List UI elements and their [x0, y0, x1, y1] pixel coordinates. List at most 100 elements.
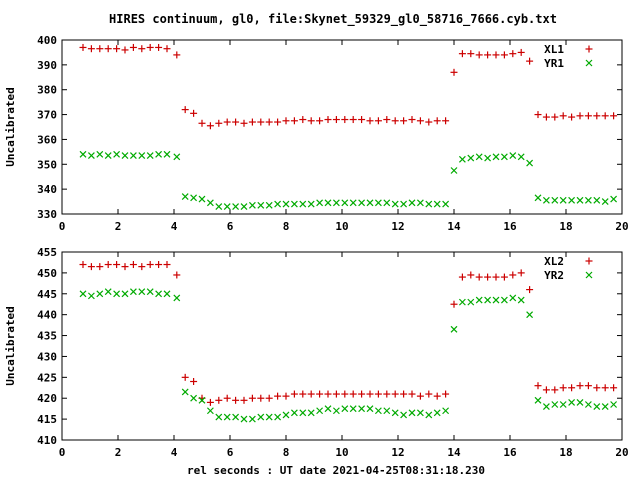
data-point: [341, 390, 349, 398]
y-tick-label: 350: [37, 158, 57, 171]
data-point: [610, 112, 618, 120]
data-point: [458, 50, 466, 58]
data-point: [129, 152, 137, 160]
x-tick-label: 4: [171, 446, 178, 459]
x-tick-label: 20: [615, 220, 628, 233]
data-point: [610, 195, 618, 203]
data-point: [374, 390, 382, 398]
data-point: [542, 196, 550, 204]
data-point: [282, 200, 290, 208]
x-tick-label: 10: [335, 446, 348, 459]
y-tick-label: 340: [37, 183, 57, 196]
data-point: [129, 43, 137, 51]
data-point: [190, 378, 198, 386]
data-point: [173, 271, 181, 279]
data-point: [492, 51, 500, 59]
data-point: [282, 392, 290, 400]
data-point: [551, 196, 559, 204]
data-point: [475, 153, 483, 161]
data-point: [248, 394, 256, 402]
y-tick-label: 435: [37, 330, 57, 343]
data-point: [349, 390, 357, 398]
data-point: [400, 117, 408, 125]
data-point: [332, 390, 340, 398]
x-tick-label: 6: [227, 446, 234, 459]
bottom-panel: 0 2 4 6 8 10 12 14 16 18 20 410 415 420 425 430 435 440 44…: [4, 246, 629, 459]
data-point: [206, 199, 214, 207]
data-point: [467, 298, 475, 306]
data-point: [358, 405, 366, 413]
data-point: [349, 199, 357, 207]
x-tick-label: 8: [283, 446, 290, 459]
x-tick-label: 4: [171, 220, 178, 233]
data-point: [568, 113, 576, 121]
data-point: [383, 116, 391, 124]
data-point: [274, 392, 282, 400]
data-point: [215, 396, 223, 404]
data-point: [163, 45, 171, 53]
data-point: [299, 409, 307, 417]
data-point: [113, 150, 121, 158]
data-point: [104, 261, 112, 269]
data-point: [121, 152, 129, 160]
data-point: [129, 261, 137, 269]
data-point: [96, 150, 104, 158]
data-point: [282, 411, 290, 419]
data-point: [358, 116, 366, 124]
data-point: [274, 118, 282, 126]
data-point: [129, 288, 137, 296]
data-point: [408, 390, 416, 398]
data-point: [79, 261, 87, 269]
data-point: [484, 154, 492, 162]
data-point: [366, 405, 374, 413]
y-tick-label: 330: [37, 208, 57, 221]
data-point: [526, 286, 534, 294]
data-point: [559, 384, 567, 392]
data-point: [601, 112, 609, 120]
data-point: [408, 116, 416, 124]
data-point: [223, 203, 231, 210]
data-point: [509, 294, 517, 302]
data-point: [467, 154, 475, 162]
data-point: [559, 401, 567, 408]
y-tick-label: 400: [37, 34, 57, 47]
data-point: [190, 394, 198, 402]
data-point: [240, 396, 248, 404]
data-point: [113, 45, 121, 53]
data-point: [542, 386, 550, 394]
data-point: [290, 117, 298, 125]
data-point: [223, 394, 231, 402]
data-point: [534, 396, 542, 404]
data-point: [442, 407, 450, 415]
y-axis-label: Uncalibrated: [4, 306, 17, 385]
y-tick-label: 440: [37, 309, 57, 322]
legend-marker: [585, 257, 593, 265]
data-point: [257, 413, 265, 421]
data-point: [138, 288, 146, 296]
data-point: [601, 403, 609, 411]
data-point: [383, 390, 391, 398]
series-YR2: [79, 288, 618, 423]
data-point: [163, 150, 171, 158]
data-point: [366, 199, 374, 207]
data-point: [551, 113, 559, 121]
data-point: [155, 43, 163, 51]
data-point: [568, 196, 576, 204]
data-point: [584, 382, 592, 390]
data-point: [568, 398, 576, 406]
x-tick-label: 18: [559, 220, 572, 233]
y-tick-label: 425: [37, 371, 57, 384]
data-point: [408, 409, 416, 417]
data-point: [198, 195, 206, 203]
data-point: [307, 117, 315, 125]
data-point: [509, 271, 517, 279]
data-point: [341, 116, 349, 124]
legend-marker: [585, 59, 593, 67]
data-point: [576, 112, 584, 120]
x-tick-label: 14: [447, 220, 461, 233]
data-point: [416, 117, 424, 125]
x-tick-label: 8: [283, 220, 290, 233]
data-point: [265, 394, 273, 402]
